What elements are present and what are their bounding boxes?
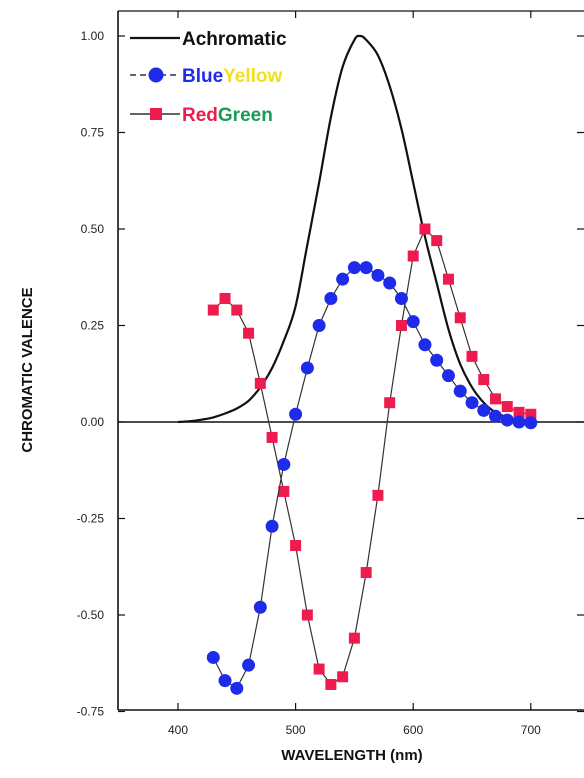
data-point-blue-yellow	[277, 457, 291, 471]
data-point-red-green	[442, 273, 454, 285]
data-point-red-green	[243, 327, 255, 339]
data-point-red-green	[219, 292, 231, 304]
series-line-blue-yellow	[212, 267, 531, 690]
data-point-blue-yellow	[242, 658, 256, 672]
y-tick-label: -0.25	[77, 512, 105, 526]
legend-text-part: Achromatic	[182, 29, 287, 50]
x-tick-label: 700	[521, 723, 541, 737]
data-point-blue-yellow	[265, 519, 279, 533]
data-point-blue-yellow	[206, 650, 220, 664]
data-point-red-green	[384, 397, 396, 409]
data-point-blue-yellow	[406, 315, 420, 329]
data-point-red-green	[325, 678, 337, 690]
y-tick-label: 1.00	[81, 29, 105, 43]
data-point-blue-yellow	[383, 276, 397, 290]
y-tick-label: 0.50	[81, 222, 105, 236]
y-tick-label: -0.75	[77, 705, 105, 719]
data-point-blue-yellow	[394, 291, 408, 305]
legend-text-part: Yellow	[223, 66, 282, 87]
series-layer	[177, 34, 538, 695]
data-point-blue-yellow	[465, 396, 479, 410]
data-point-blue-yellow	[253, 600, 267, 614]
data-point-blue-yellow	[289, 407, 303, 421]
data-point-red-green	[360, 567, 372, 579]
y-tick-label: 0.00	[81, 415, 105, 429]
data-point-blue-yellow	[336, 272, 350, 286]
series-line-achromatic	[177, 34, 531, 424]
legend-text-part: Blue	[182, 66, 223, 87]
data-point-blue-yellow	[477, 403, 491, 417]
data-point-red-green	[431, 235, 443, 247]
data-point-red-green	[290, 540, 302, 552]
data-point-blue-yellow	[312, 319, 326, 332]
data-point-red-green	[254, 377, 266, 389]
data-point-red-green	[501, 401, 513, 413]
data-point-blue-yellow	[441, 369, 455, 383]
legend-text-part: Red	[182, 105, 218, 126]
legend-label-blue-yellow: BlueYellow	[182, 66, 283, 87]
data-point-blue-yellow	[300, 361, 314, 375]
data-point-red-green	[372, 489, 384, 501]
data-point-blue-yellow	[371, 268, 385, 282]
y-tick-label: 0.25	[81, 319, 105, 333]
data-point-blue-yellow	[512, 415, 526, 429]
data-point-blue-yellow	[500, 413, 514, 427]
data-point-red-green	[278, 485, 290, 497]
data-point-red-green	[478, 374, 490, 386]
data-point-red-green	[513, 406, 525, 418]
legend-label-red-green: RedGreen	[182, 105, 273, 126]
data-point-blue-yellow	[453, 384, 467, 398]
data-point-red-green	[207, 304, 219, 316]
x-tick-label: 600	[403, 723, 423, 737]
data-point-red-green	[301, 609, 313, 621]
data-point-blue-yellow	[430, 353, 444, 367]
legend-text-part: Green	[218, 105, 273, 126]
data-point-red-green	[348, 632, 360, 644]
data-point-red-green	[266, 431, 278, 443]
data-point-red-green	[407, 250, 419, 262]
x-tick-label: 400	[168, 723, 188, 737]
data-point-red-green	[395, 320, 407, 331]
legend-swatch-blue-yellow-marker	[148, 67, 164, 83]
legend-swatch-red-green-marker	[150, 108, 162, 120]
data-point-blue-yellow	[524, 416, 538, 430]
data-point-red-green	[466, 350, 478, 362]
data-point-red-green	[490, 393, 502, 405]
data-point-red-green	[454, 312, 466, 324]
data-point-red-green	[231, 304, 243, 316]
data-point-blue-yellow	[218, 674, 232, 688]
data-point-blue-yellow	[359, 261, 373, 275]
data-point-red-green	[525, 408, 537, 420]
data-point-blue-yellow	[230, 681, 244, 695]
legend-label-achromatic: Achromatic	[182, 29, 287, 50]
data-point-blue-yellow	[489, 409, 503, 423]
x-axis-title: WAVELENGTH (nm)	[281, 747, 422, 764]
y-tick-label: 0.75	[81, 126, 105, 140]
data-point-blue-yellow	[418, 338, 432, 352]
y-axis-title: CHROMATIC VALENCE	[19, 287, 36, 452]
data-point-red-green	[337, 671, 349, 683]
data-point-blue-yellow	[324, 291, 338, 305]
data-point-red-green	[313, 663, 325, 675]
data-point-red-green	[419, 223, 431, 235]
data-point-blue-yellow	[347, 261, 361, 275]
series-line-red-green	[212, 227, 531, 686]
x-tick-label: 500	[286, 723, 306, 737]
y-tick-label: -0.50	[77, 608, 105, 622]
axes: 1.00 0.75 0.50 0.25 0.00 -0.25 -0.50 -0.75 400 50…	[77, 10, 584, 737]
